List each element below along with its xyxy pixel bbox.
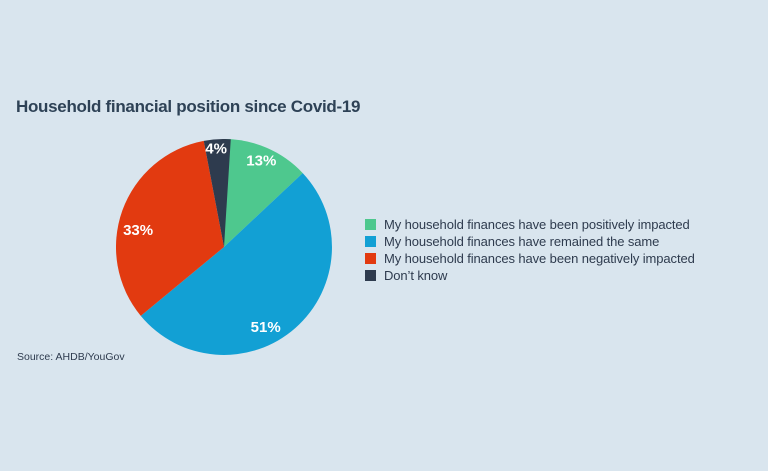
legend-swatch-positively-impacted <box>365 219 376 230</box>
legend-swatch-dont-know <box>365 270 376 281</box>
legend-swatch-negatively-impacted <box>365 253 376 264</box>
legend-swatch-remained-same <box>365 236 376 247</box>
pie-slice-0 <box>224 139 303 247</box>
legend-item: My household finances have been negative… <box>365 250 695 267</box>
pie-slice-label-3: 4% <box>205 141 227 158</box>
legend-item: My household finances have remained the … <box>365 233 695 250</box>
pie-slice-1 <box>140 173 332 355</box>
pie-slice-3 <box>203 139 231 247</box>
pie-slice-label-0: 13% <box>246 152 276 169</box>
legend-label: Don’t know <box>384 268 448 283</box>
source-text: Source: AHDB/YouGov <box>17 351 125 363</box>
legend-label: My household finances have remained the … <box>384 234 660 249</box>
legend-item: My household finances have been positive… <box>365 216 695 233</box>
legend: My household finances have been positive… <box>365 216 695 284</box>
pie-chart: 13% 51% 33% 4% <box>116 139 332 355</box>
pie-slice-2 <box>116 140 224 316</box>
pie-slice-label-1: 51% <box>251 319 281 336</box>
chart-title: Household financial position since Covid… <box>16 97 361 116</box>
legend-label: My household finances have been negative… <box>384 251 695 266</box>
pie-slice-label-2: 33% <box>123 222 153 239</box>
legend-label: My household finances have been positive… <box>384 217 690 232</box>
legend-item: Don’t know <box>365 267 695 284</box>
